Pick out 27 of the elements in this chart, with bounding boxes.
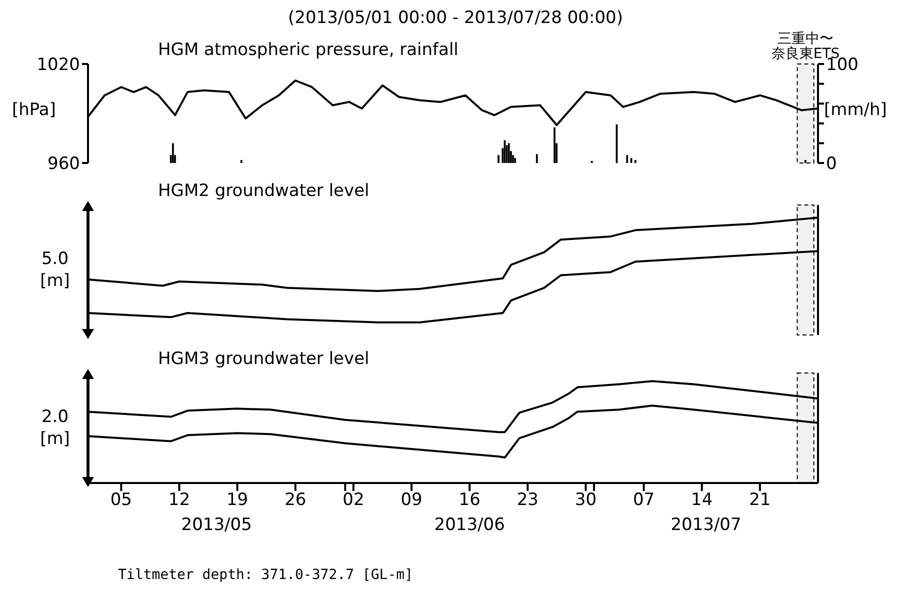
text: 5.0 [m] (39, 248, 71, 292)
y-axis-title: [hPa] (12, 100, 56, 120)
y2-axis-title: [mm/h] (824, 100, 887, 120)
x-tick-label: 19 (226, 490, 248, 510)
x-tick-label: 14 (691, 490, 713, 510)
x-tick-label: 07 (632, 490, 655, 510)
chart-title: HGM2 groundwater level (158, 181, 370, 201)
x-tick-label: 02 (342, 490, 364, 510)
chart-title: HGM3 groundwater level (158, 349, 370, 369)
x-tick-label: 16 (458, 490, 480, 510)
text: 2013/06 (433, 515, 506, 535)
chart-subtitle: HGM atmospheric pressure, rainfall (158, 40, 458, 60)
x-tick-label: 30 (574, 490, 597, 510)
x-tick-label: 23 (516, 490, 538, 510)
x-tick-label: 09 (400, 490, 422, 510)
text: 2.0 [m] (39, 406, 71, 450)
x-tick-label: 21 (749, 490, 771, 510)
text: 2013/07 (670, 515, 742, 535)
x-tick-label: 12 (168, 490, 190, 510)
text: 2013/05 (180, 515, 253, 535)
y-tick-label: 1020 (36, 55, 80, 76)
chart-title: (2013/05/01 00:00 - 2013/07/28 00:00) (287, 8, 624, 28)
x-tick-label: 26 (284, 490, 306, 510)
y-tick-label: 960 (48, 154, 80, 174)
x-tick-label: 05 (110, 490, 132, 510)
text: Tiltmeter depth: 371.0-372.7 [GL-m] (118, 567, 414, 583)
y2-tick-label: 0 (826, 154, 837, 174)
